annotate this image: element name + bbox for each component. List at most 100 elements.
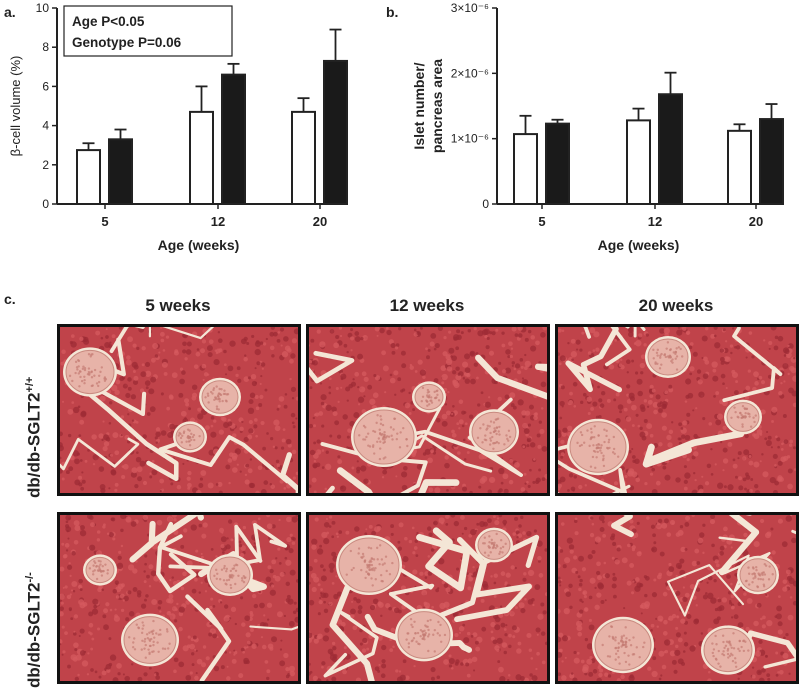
acinar-cell [658,650,665,657]
acinar-cell [363,395,366,398]
acinar-cell [499,676,506,681]
acinar-cell [160,338,165,343]
bar-open-20 [291,110,316,205]
acinar-cell [263,614,266,617]
islet-cell [745,579,748,582]
islet-cell [161,647,165,650]
acinar-cell [503,488,509,493]
acinar-cell [510,403,515,408]
islet-cell [145,633,149,636]
islet-cell [177,434,180,437]
islet-cell [638,655,641,659]
acinar-cell [592,349,596,353]
islet-cell [362,424,366,428]
acinar-cell [127,386,132,391]
acinar-cell [255,490,260,493]
islet-cell [742,649,746,653]
acinar-cell [278,518,281,522]
acinar-cell [417,359,423,365]
acinar-cell [766,673,771,678]
acinar-cell [331,535,335,539]
acinar-cell [712,375,719,382]
acinar-cell [260,489,267,493]
acinar-cell [462,486,468,492]
acinar-cell [715,391,720,395]
acinar-cell [78,578,83,584]
acinar-cell [466,631,471,636]
acinar-cell [112,588,118,594]
acinar-cell [443,335,447,340]
acinar-cell [102,445,108,452]
acinar-cell [328,601,332,605]
acinar-cell [512,405,517,410]
islet-cell [426,391,430,394]
acinar-cell [234,622,237,626]
acinar-cell [733,390,739,396]
acinar-cell [579,609,584,614]
acinar-cell [559,355,566,362]
acinar-cell [480,598,485,603]
acinar-cell [251,334,255,339]
acinar-cell [166,516,174,523]
acinar-cell [291,421,295,425]
acinar-cell [787,343,794,350]
acinar-cell [318,599,323,605]
acinar-cell [353,596,357,601]
tissue-background [60,515,298,681]
bar-open-12 [189,110,214,205]
acinar-cell [613,398,617,402]
acinar-cell [226,537,229,540]
acinar-cell [626,393,630,397]
islet-cell [365,435,368,439]
acinar-cell [511,327,517,332]
acinar-cell [535,479,540,485]
acinar-cell [777,621,783,627]
islet-cell [432,633,435,636]
acinar-cell [231,538,234,541]
islet-cell [740,645,743,649]
islet-cell [422,633,425,637]
tissue-texture [60,327,298,493]
acinar-cell [503,628,507,631]
acinar-cell [139,460,146,467]
acinar-cell [516,648,522,654]
acinar-cell [650,629,653,632]
tissue-texture [60,515,298,681]
connective-septum [109,327,146,354]
islet-cell [732,632,735,635]
acinar-cell [558,608,561,614]
acinar-cell [290,353,296,359]
acinar-cell [765,655,768,658]
islet-cell [222,579,226,582]
acinar-cell [769,476,776,484]
acinar-cell [558,429,561,434]
acinar-cell [628,449,632,454]
acinar-cell [760,617,763,621]
islet-cell [212,388,215,392]
y-tick-label: 0 [42,197,49,211]
acinar-cell [779,669,784,675]
islet-cell [482,423,485,426]
acinar-cell [381,663,387,669]
acinar-cell [472,566,475,569]
acinar-cell [510,347,514,350]
acinar-cell [81,479,86,484]
acinar-cell [114,450,120,456]
acinar-cell [77,405,81,409]
acinar-cell [535,340,540,346]
islet-cell [413,620,416,624]
acinar-cell [240,552,245,558]
acinar-cell [710,333,716,339]
acinar-cell [349,328,354,332]
islet-cell [507,439,510,442]
acinar-cell [597,575,602,581]
acinar-cell [788,443,793,447]
acinar-cell [120,434,123,437]
acinar-cell [228,481,231,485]
islet-cell [232,574,235,577]
acinar-cell [274,425,281,432]
acinar-cell [589,656,593,660]
islet-cell [79,375,82,379]
acinar-cell [524,597,527,601]
acinar-cell [621,557,628,564]
